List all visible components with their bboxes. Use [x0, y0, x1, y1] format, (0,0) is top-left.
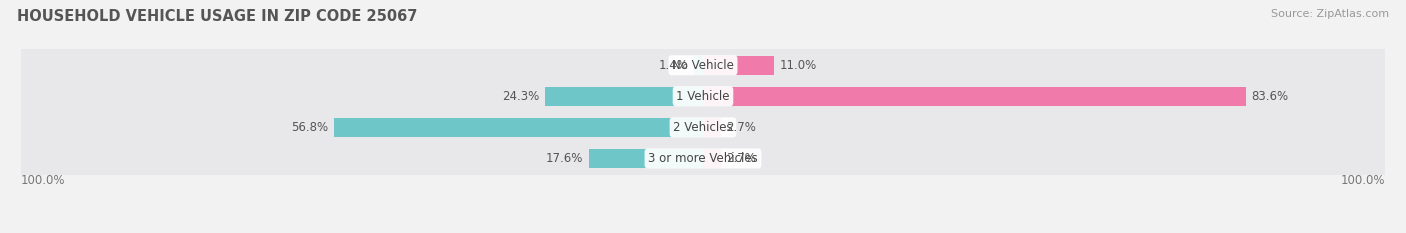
Text: 100.0%: 100.0% — [1341, 174, 1385, 187]
Bar — [703, 149, 720, 168]
Text: 24.3%: 24.3% — [502, 90, 540, 103]
Text: 2 Vehicles: 2 Vehicles — [673, 121, 733, 134]
Bar — [546, 87, 703, 106]
Text: No Vehicle: No Vehicle — [672, 59, 734, 72]
Bar — [703, 56, 775, 75]
Bar — [21, 142, 1385, 175]
Text: 83.6%: 83.6% — [1251, 90, 1289, 103]
Bar — [21, 80, 1385, 113]
Text: HOUSEHOLD VEHICLE USAGE IN ZIP CODE 25067: HOUSEHOLD VEHICLE USAGE IN ZIP CODE 2506… — [17, 9, 418, 24]
Text: 17.6%: 17.6% — [546, 152, 583, 165]
Text: 2.7%: 2.7% — [725, 152, 755, 165]
Bar — [333, 118, 703, 137]
Bar — [21, 111, 1385, 144]
Bar — [695, 56, 703, 75]
Bar — [703, 118, 720, 137]
Text: 56.8%: 56.8% — [291, 121, 329, 134]
Text: 3 or more Vehicles: 3 or more Vehicles — [648, 152, 758, 165]
Bar — [21, 49, 1385, 82]
Bar — [703, 87, 1246, 106]
Text: 1.4%: 1.4% — [659, 59, 689, 72]
Bar — [589, 149, 703, 168]
Text: Source: ZipAtlas.com: Source: ZipAtlas.com — [1271, 9, 1389, 19]
Text: 2.7%: 2.7% — [725, 121, 755, 134]
Text: 1 Vehicle: 1 Vehicle — [676, 90, 730, 103]
Text: 100.0%: 100.0% — [21, 174, 65, 187]
Text: 11.0%: 11.0% — [780, 59, 817, 72]
